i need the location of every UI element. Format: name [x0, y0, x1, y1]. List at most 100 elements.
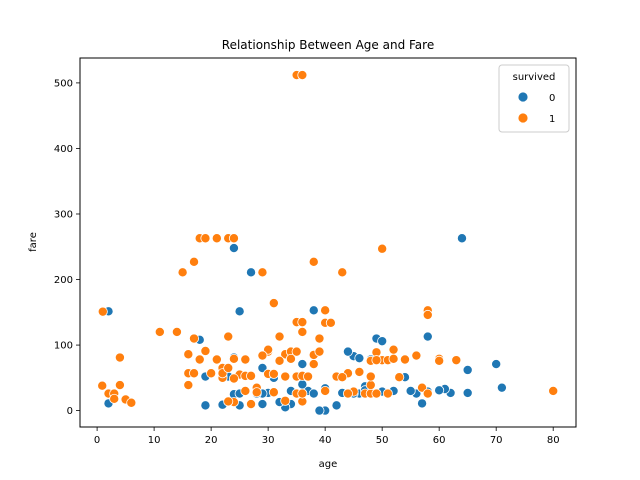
data-point-survived-0: [405, 385, 416, 396]
data-point-survived-1: [548, 385, 559, 396]
y-tick-label: 300: [54, 209, 73, 220]
data-point-survived-1: [228, 233, 239, 244]
data-point-survived-0: [377, 336, 388, 347]
x-tick-label: 0: [94, 435, 100, 446]
x-tick-label: 70: [490, 435, 503, 446]
data-point-survived-1: [257, 267, 268, 278]
data-point-survived-0: [228, 243, 239, 254]
y-axis-ticks: 0 100 200 300 400 500: [54, 78, 80, 417]
legend-marker-1: [517, 112, 529, 124]
data-point-survived-1: [251, 387, 262, 398]
data-point-survived-0: [354, 353, 365, 364]
data-point-survived-1: [280, 395, 291, 406]
legend: survived 0 1: [498, 64, 570, 133]
data-point-survived-1: [354, 366, 365, 377]
data-point-survived-1: [194, 354, 205, 365]
legend-box: [498, 64, 570, 133]
data-point-survived-1: [246, 370, 257, 381]
data-point-survived-1: [206, 368, 217, 379]
data-point-survived-0: [462, 387, 473, 398]
x-tick-label: 20: [205, 435, 218, 446]
data-point-survived-1: [451, 355, 462, 366]
data-point-survived-1: [171, 326, 182, 337]
data-point-survived-1: [291, 346, 302, 357]
data-point-survived-0: [308, 388, 319, 399]
data-point-survived-1: [320, 385, 331, 396]
data-point-survived-0: [496, 382, 507, 393]
data-point-survived-1: [268, 387, 279, 398]
data-point-survived-1: [422, 388, 433, 399]
data-point-survived-0: [422, 331, 433, 342]
x-tick-label: 10: [148, 435, 161, 446]
data-point-survived-1: [388, 344, 399, 355]
data-point-survived-1: [114, 380, 125, 391]
legend-label-1: 1: [549, 114, 555, 125]
data-point-survived-0: [314, 405, 325, 416]
data-point-survived-1: [411, 350, 422, 361]
x-tick-label: 30: [262, 435, 275, 446]
data-point-survived-1: [268, 298, 279, 309]
y-tick-label: 0: [67, 406, 73, 417]
data-point-survived-1: [434, 355, 445, 366]
data-point-survived-1: [257, 350, 268, 361]
legend-marker-0: [517, 91, 529, 103]
y-tick-label: 200: [54, 275, 73, 286]
data-point-survived-1: [154, 326, 165, 337]
data-point-survived-0: [308, 305, 319, 316]
data-point-survived-1: [200, 233, 211, 244]
data-point-survived-1: [422, 309, 433, 320]
data-point-survived-1: [183, 380, 194, 391]
data-point-survived-1: [223, 396, 234, 407]
x-axis-ticks: 0 10 20 30 40 50 60 70 80: [94, 427, 560, 446]
data-point-survived-0: [297, 379, 308, 390]
y-tick-label: 100: [54, 341, 73, 352]
data-point-survived-1: [280, 371, 291, 382]
data-point-survived-1: [274, 331, 285, 342]
x-axis-label: age: [319, 459, 338, 470]
data-point-survived-1: [211, 233, 222, 244]
data-point-survived-1: [388, 353, 399, 364]
data-point-survived-1: [325, 317, 336, 328]
data-point-survived-1: [297, 317, 308, 328]
data-point-survived-1: [223, 331, 234, 342]
data-point-survived-1: [308, 256, 319, 267]
data-point-survived-1: [297, 326, 308, 337]
chart-title: Relationship Between Age and Fare: [222, 38, 434, 52]
data-point-survived-1: [382, 388, 393, 399]
data-point-survived-1: [297, 388, 308, 399]
data-point-survived-1: [274, 355, 285, 366]
data-point-survived-0: [331, 400, 342, 411]
data-point-survived-1: [240, 385, 251, 396]
data-point-survived-1: [303, 371, 314, 382]
data-point-survived-0: [234, 306, 245, 317]
data-point-survived-1: [285, 353, 296, 364]
data-point-survived-1: [394, 372, 405, 383]
y-tick-label: 400: [54, 144, 73, 155]
data-point-survived-1: [297, 70, 308, 81]
x-tick-label: 80: [547, 435, 560, 446]
data-point-survived-0: [456, 233, 467, 244]
data-point-survived-1: [337, 372, 348, 383]
data-point-survived-0: [462, 364, 473, 375]
data-point-survived-1: [126, 397, 137, 408]
data-point-survived-1: [320, 305, 331, 316]
plot-frame: [79, 57, 577, 428]
data-point-survived-1: [183, 349, 194, 360]
data-point-survived-1: [200, 345, 211, 356]
data-point-survived-1: [268, 368, 279, 379]
data-point-survived-1: [177, 267, 188, 278]
x-tick-label: 60: [433, 435, 446, 446]
data-point-survived-0: [491, 359, 502, 370]
x-tick-label: 40: [319, 435, 332, 446]
data-point-survived-1: [246, 399, 257, 410]
data-point-survived-1: [377, 243, 388, 254]
data-point-survived-1: [189, 368, 200, 379]
data-point-survived-1: [228, 373, 239, 384]
data-point-survived-1: [308, 359, 319, 370]
data-point-survived-1: [97, 306, 108, 317]
data-point-survived-1: [189, 333, 200, 344]
data-point-survived-0: [417, 398, 428, 409]
data-points: [97, 70, 559, 416]
data-point-survived-1: [189, 256, 200, 267]
